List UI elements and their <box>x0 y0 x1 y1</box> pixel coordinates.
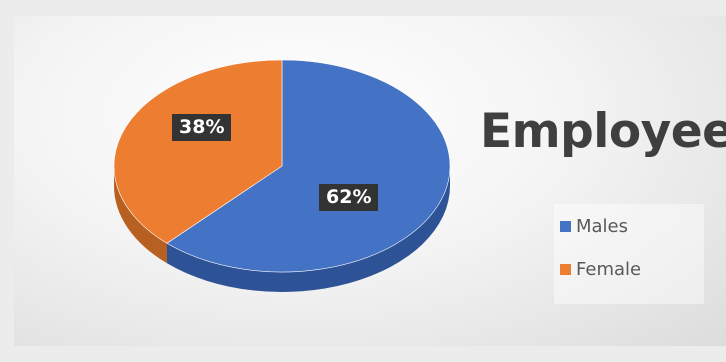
pie-side-males <box>166 166 450 292</box>
data-label-female: 38% <box>172 114 232 141</box>
chart-area: 62% 38% Employees Males Female <box>14 16 726 346</box>
legend-item-males: Males <box>560 216 628 237</box>
legend-item-female: Female <box>560 259 641 280</box>
legend-label-males: Males <box>576 216 629 237</box>
data-label-males: 62% <box>319 184 379 211</box>
pie-slice-female <box>113 59 283 244</box>
pie-side-female <box>114 166 167 264</box>
legend-swatch-males <box>560 221 571 232</box>
legend-swatch-female <box>560 264 571 275</box>
chart-title: Employees <box>480 104 726 159</box>
legend-label-female: Female <box>576 259 642 280</box>
legend: Males Female <box>554 204 704 304</box>
pie-slice-males <box>166 59 451 273</box>
pie-chart <box>113 59 451 292</box>
